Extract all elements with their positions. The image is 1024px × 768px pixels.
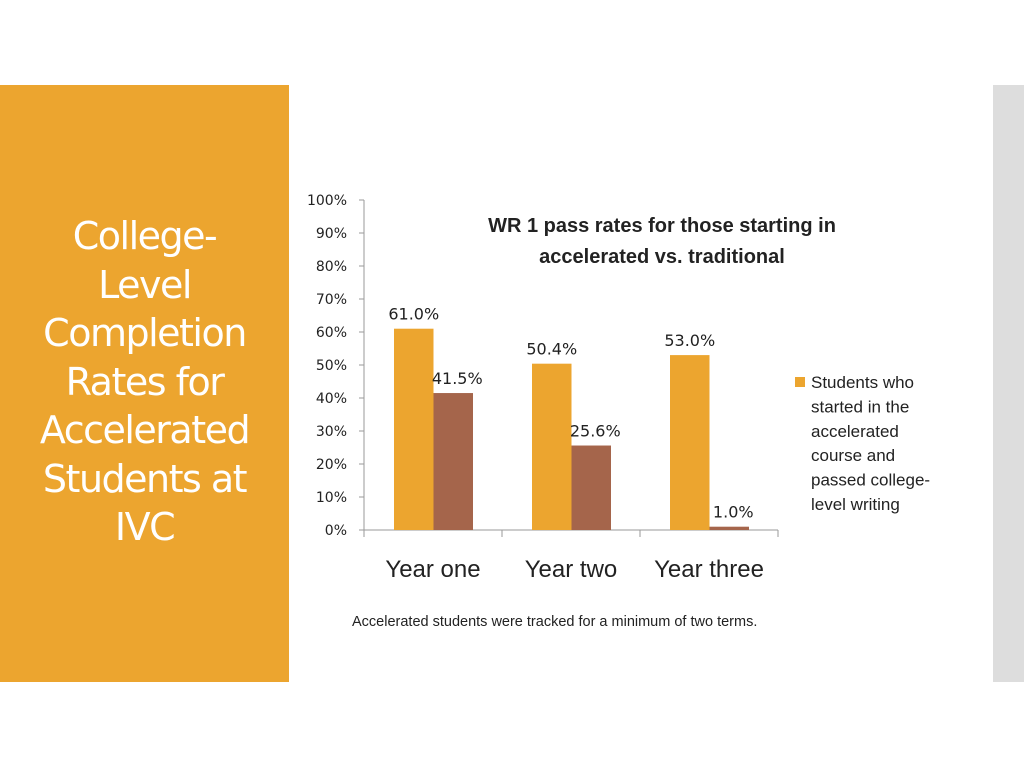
y-tick-label: 10%	[316, 490, 347, 506]
bar	[394, 328, 434, 530]
y-tick-label: 0%	[325, 523, 347, 539]
y-tick-label: 20%	[316, 457, 347, 473]
y-tick-label: 60%	[316, 325, 347, 341]
chart-title: accelerated vs. traditional	[539, 246, 785, 268]
y-tick-label: 70%	[316, 292, 347, 308]
title-panel	[0, 85, 289, 682]
data-label: 41.5%	[432, 369, 483, 388]
legend-label: started in the	[811, 397, 909, 416]
legend-label: accelerated	[811, 422, 899, 441]
x-tick-label: Year two	[525, 556, 618, 583]
side-scroll-strip	[993, 85, 1024, 682]
x-tick-label: Year three	[654, 556, 764, 583]
data-label: 50.4%	[526, 340, 577, 359]
slide-title-line: Accelerated	[39, 408, 251, 452]
slide-title-line: Students at	[42, 456, 248, 501]
bar	[433, 393, 473, 530]
legend-label: level writing	[811, 495, 900, 514]
x-tick-label: Year one	[385, 556, 480, 583]
legend-label: Students who	[811, 373, 914, 392]
bar	[571, 445, 611, 530]
bar	[532, 363, 572, 530]
bar	[709, 526, 749, 530]
legend-label: course and	[811, 446, 895, 465]
legend-label: passed college-	[811, 471, 930, 490]
slide-title-line: College-	[72, 214, 218, 258]
footnote: Accelerated students were tracked for a …	[352, 614, 758, 630]
y-tick-label: 30%	[316, 424, 347, 440]
slide-title-line: IVC	[114, 505, 176, 549]
bar	[670, 355, 710, 530]
data-label: 25.6%	[570, 422, 621, 441]
slide-title-line: Completion	[43, 311, 247, 355]
slide-title-line: Rates for	[65, 359, 225, 404]
y-tick-label: 50%	[316, 358, 347, 374]
data-label: 61.0%	[388, 305, 439, 324]
y-tick-label: 90%	[316, 226, 347, 242]
chart-title: WR 1 pass rates for those starting in	[488, 215, 836, 237]
data-label: 53.0%	[664, 331, 715, 350]
data-label: 1.0%	[713, 503, 754, 522]
y-tick-label: 100%	[307, 193, 347, 209]
y-tick-label: 80%	[316, 259, 347, 275]
slide-title: College- Level Completion Rates for Acce…	[0, 212, 289, 552]
slide-title-line: Level	[98, 262, 192, 307]
legend-swatch	[795, 377, 805, 387]
y-tick-label: 40%	[316, 391, 347, 407]
